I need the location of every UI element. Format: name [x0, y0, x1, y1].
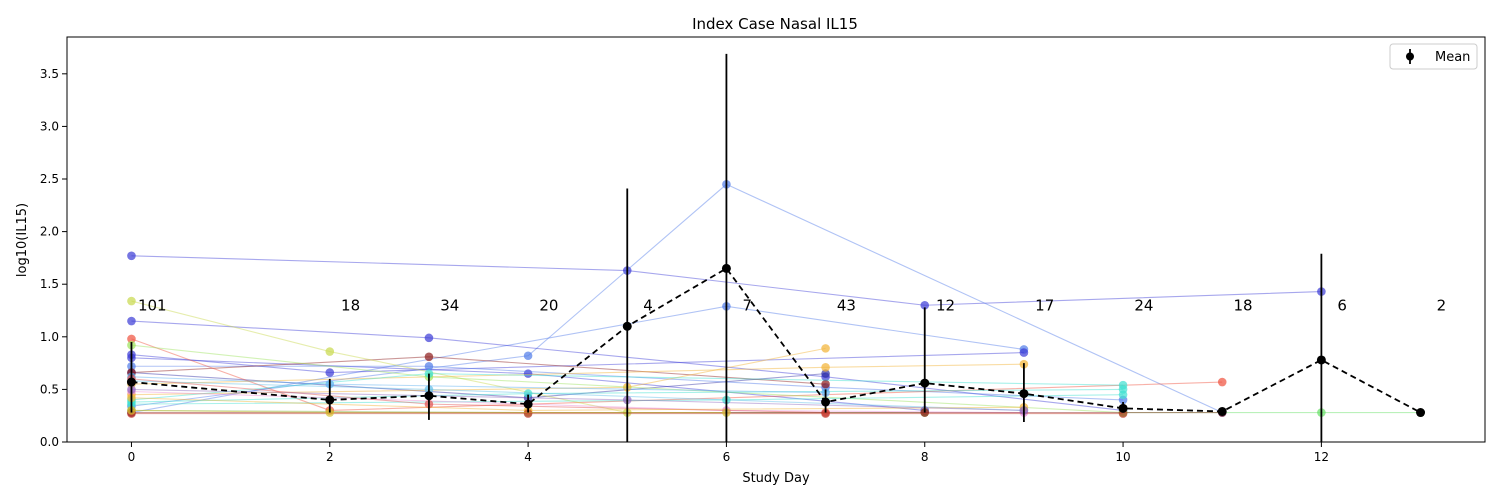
legend-mean-label: Mean: [1435, 50, 1470, 65]
count-labels: 101 18 34 20 4 7 43 12 17 24 18 6 2: [138, 297, 1446, 315]
subject-point: [523, 409, 533, 418]
legend-mean-marker: [1406, 52, 1414, 61]
subject-line: [131, 338, 1223, 411]
y-axis: 0.0 0.5 1.0 1.5 2.0 2.5 3.0 3.5: [40, 67, 67, 449]
subject-series-1: [127, 251, 1326, 310]
subject-point: [1217, 377, 1227, 387]
mean-point: [821, 397, 831, 407]
y-tick-label: 0.5: [40, 382, 59, 396]
count-label: 34: [440, 297, 459, 315]
subject-point: [424, 361, 434, 371]
x-tick-label: 8: [921, 450, 929, 464]
subject-line: [131, 255, 1322, 306]
mean-point: [1316, 355, 1326, 365]
subject-series: [127, 179, 1425, 418]
count-label: 18: [1234, 297, 1253, 315]
y-tick-label: 1.5: [40, 277, 59, 291]
subject-point: [523, 389, 533, 398]
count-label: 12: [936, 297, 955, 315]
mean-point: [325, 395, 335, 405]
y-tick-label: 1.0: [40, 330, 59, 344]
y-tick-label: 2.0: [40, 225, 59, 239]
subject-line: [131, 352, 1024, 374]
x-axis-label: Study Day: [742, 471, 810, 486]
mean-point: [1416, 408, 1426, 418]
subject-point: [821, 409, 830, 418]
count-label: 17: [1035, 297, 1054, 315]
subject-point: [325, 368, 335, 377]
y-axis-label: log10(IL15): [15, 203, 30, 277]
subject-point: [127, 316, 136, 326]
subject-point: [920, 300, 930, 310]
count-label: 7: [742, 297, 752, 315]
mean-line: [131, 267, 1421, 414]
count-label: 20: [539, 297, 558, 315]
count-label: 43: [837, 297, 856, 315]
mean-point: [523, 399, 533, 409]
subject-point: [127, 296, 136, 306]
subject-point: [1019, 348, 1029, 357]
subject-point: [325, 408, 335, 417]
x-tick-label: 0: [128, 450, 136, 464]
mean-point: [1019, 389, 1029, 399]
x-axis: 0 2 4 6 8 10 12: [128, 442, 1329, 464]
y-tick-label: 0.0: [40, 435, 59, 449]
count-label: 101: [138, 297, 167, 315]
subject-point: [821, 379, 830, 389]
count-label: 24: [1134, 297, 1153, 315]
subject-point: [424, 352, 434, 362]
subject-point: [920, 408, 930, 417]
subject-point: [523, 351, 533, 361]
y-tick-label: 3.5: [40, 67, 59, 81]
x-tick-label: 12: [1314, 450, 1329, 464]
x-tick-label: 6: [723, 450, 731, 464]
count-label: 18: [341, 297, 360, 315]
subject-point: [821, 363, 830, 372]
mean-point: [721, 263, 731, 273]
subject-series-9: [127, 352, 830, 389]
x-tick-label: 2: [326, 450, 334, 464]
y-tick-label: 3.0: [40, 119, 59, 133]
legend: Mean: [1389, 43, 1478, 70]
subject-point: [523, 369, 533, 378]
plot-area-frame: [66, 36, 1486, 443]
mean-series: [126, 53, 1426, 442]
mean-point: [1118, 403, 1128, 413]
mean-point: [622, 321, 632, 331]
mean-point: [920, 378, 930, 388]
subject-point: [1118, 390, 1128, 399]
count-label: 4: [643, 297, 653, 315]
count-label: 6: [1337, 297, 1347, 315]
x-tick-label: 4: [524, 450, 532, 464]
subject-point: [127, 251, 136, 261]
mean-point: [1217, 406, 1227, 416]
subject-point: [325, 347, 335, 356]
subject-point: [424, 333, 434, 343]
chart-title: Index Case Nasal IL15: [692, 15, 858, 33]
mean-point: [424, 391, 434, 401]
subject-point: [127, 334, 136, 344]
legend-box: [1389, 43, 1478, 70]
subject-series-2: [127, 179, 1227, 417]
mean-point: [126, 377, 136, 387]
subject-point: [821, 369, 830, 378]
y-tick-label: 2.5: [40, 172, 59, 186]
count-label: 2: [1437, 297, 1447, 315]
x-tick-label: 10: [1115, 450, 1130, 464]
subject-point: [821, 344, 830, 353]
